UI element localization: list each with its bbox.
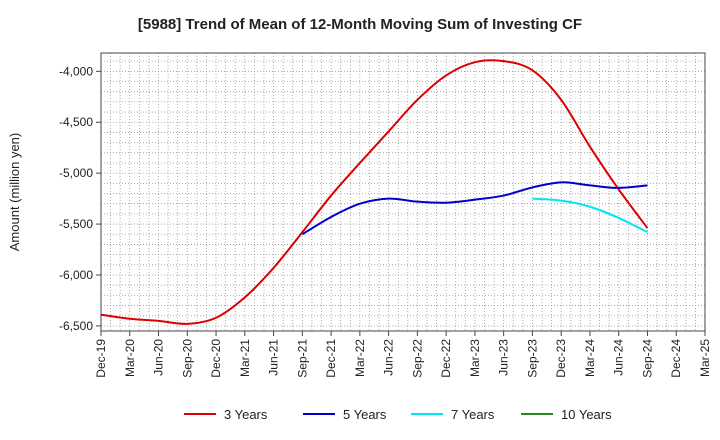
- x-tick-label: Mar-21: [238, 339, 252, 377]
- x-tick-label: Dec-19: [94, 339, 108, 378]
- y-tick-label: -4,000: [59, 64, 93, 78]
- x-tick-label: Jun-20: [152, 339, 166, 376]
- y-tick-label: -4,500: [59, 115, 93, 129]
- legend-label-7-years: 7 Years: [451, 407, 495, 422]
- x-tick-label: Dec-22: [439, 339, 453, 378]
- legend-label-5-years: 5 Years: [343, 407, 387, 422]
- x-tick-label: Sep-22: [410, 339, 424, 378]
- x-tick-label: Mar-25: [698, 339, 712, 377]
- x-tick-label: Mar-22: [353, 339, 367, 377]
- x-tick-label: Mar-20: [123, 339, 137, 377]
- x-tick-label: Mar-24: [583, 339, 597, 377]
- x-tick-label: Jun-22: [382, 339, 396, 376]
- x-tick-label: Dec-21: [324, 339, 338, 378]
- x-tick-label: Jun-23: [497, 339, 511, 376]
- legend: 3 Years 5 Years 7 Years 10 Years: [184, 407, 612, 422]
- legend-label-3-years: 3 Years: [224, 407, 268, 422]
- x-tick-label: Sep-21: [295, 339, 309, 378]
- x-tick-label: Sep-20: [180, 339, 194, 378]
- y-axis-ticks: -4,000 -4,500 -5,000 -5,500 -6,000 -6,500: [59, 64, 101, 333]
- plot-area: [101, 53, 705, 331]
- x-tick-label: Sep-24: [640, 339, 654, 378]
- x-tick-label: Dec-23: [554, 339, 568, 378]
- series-line-7-years: [532, 197, 648, 234]
- series-line-3-years: [100, 59, 649, 325]
- x-tick-label: Mar-23: [468, 339, 482, 377]
- series-line-5-years: [301, 181, 648, 236]
- y-tick-label: -6,500: [59, 319, 93, 333]
- x-gridlines: [110, 53, 696, 331]
- chart-title: [5988] Trend of Mean of 12-Month Moving …: [138, 16, 582, 33]
- x-tick-label: Dec-24: [669, 339, 683, 378]
- series-layer: [100, 59, 649, 325]
- legend-label-10-years: 10 Years: [561, 407, 612, 422]
- x-axis-ticks: Dec-19 Mar-20 Jun-20 Sep-20 Dec-20 Mar-21 Jun-…: [94, 331, 712, 378]
- y-tick-label: -5,500: [59, 217, 93, 231]
- y-tick-label: -6,000: [59, 268, 93, 282]
- y-axis-label: Amount (million yen): [7, 133, 22, 252]
- y-tick-label: -5,000: [59, 166, 93, 180]
- x-tick-label: Jun-24: [612, 339, 626, 376]
- x-tick-label: Jun-21: [267, 339, 281, 376]
- x-tick-label: Sep-23: [525, 339, 539, 378]
- plot-frame: [100, 52, 706, 332]
- x-tick-label: Dec-20: [209, 339, 223, 378]
